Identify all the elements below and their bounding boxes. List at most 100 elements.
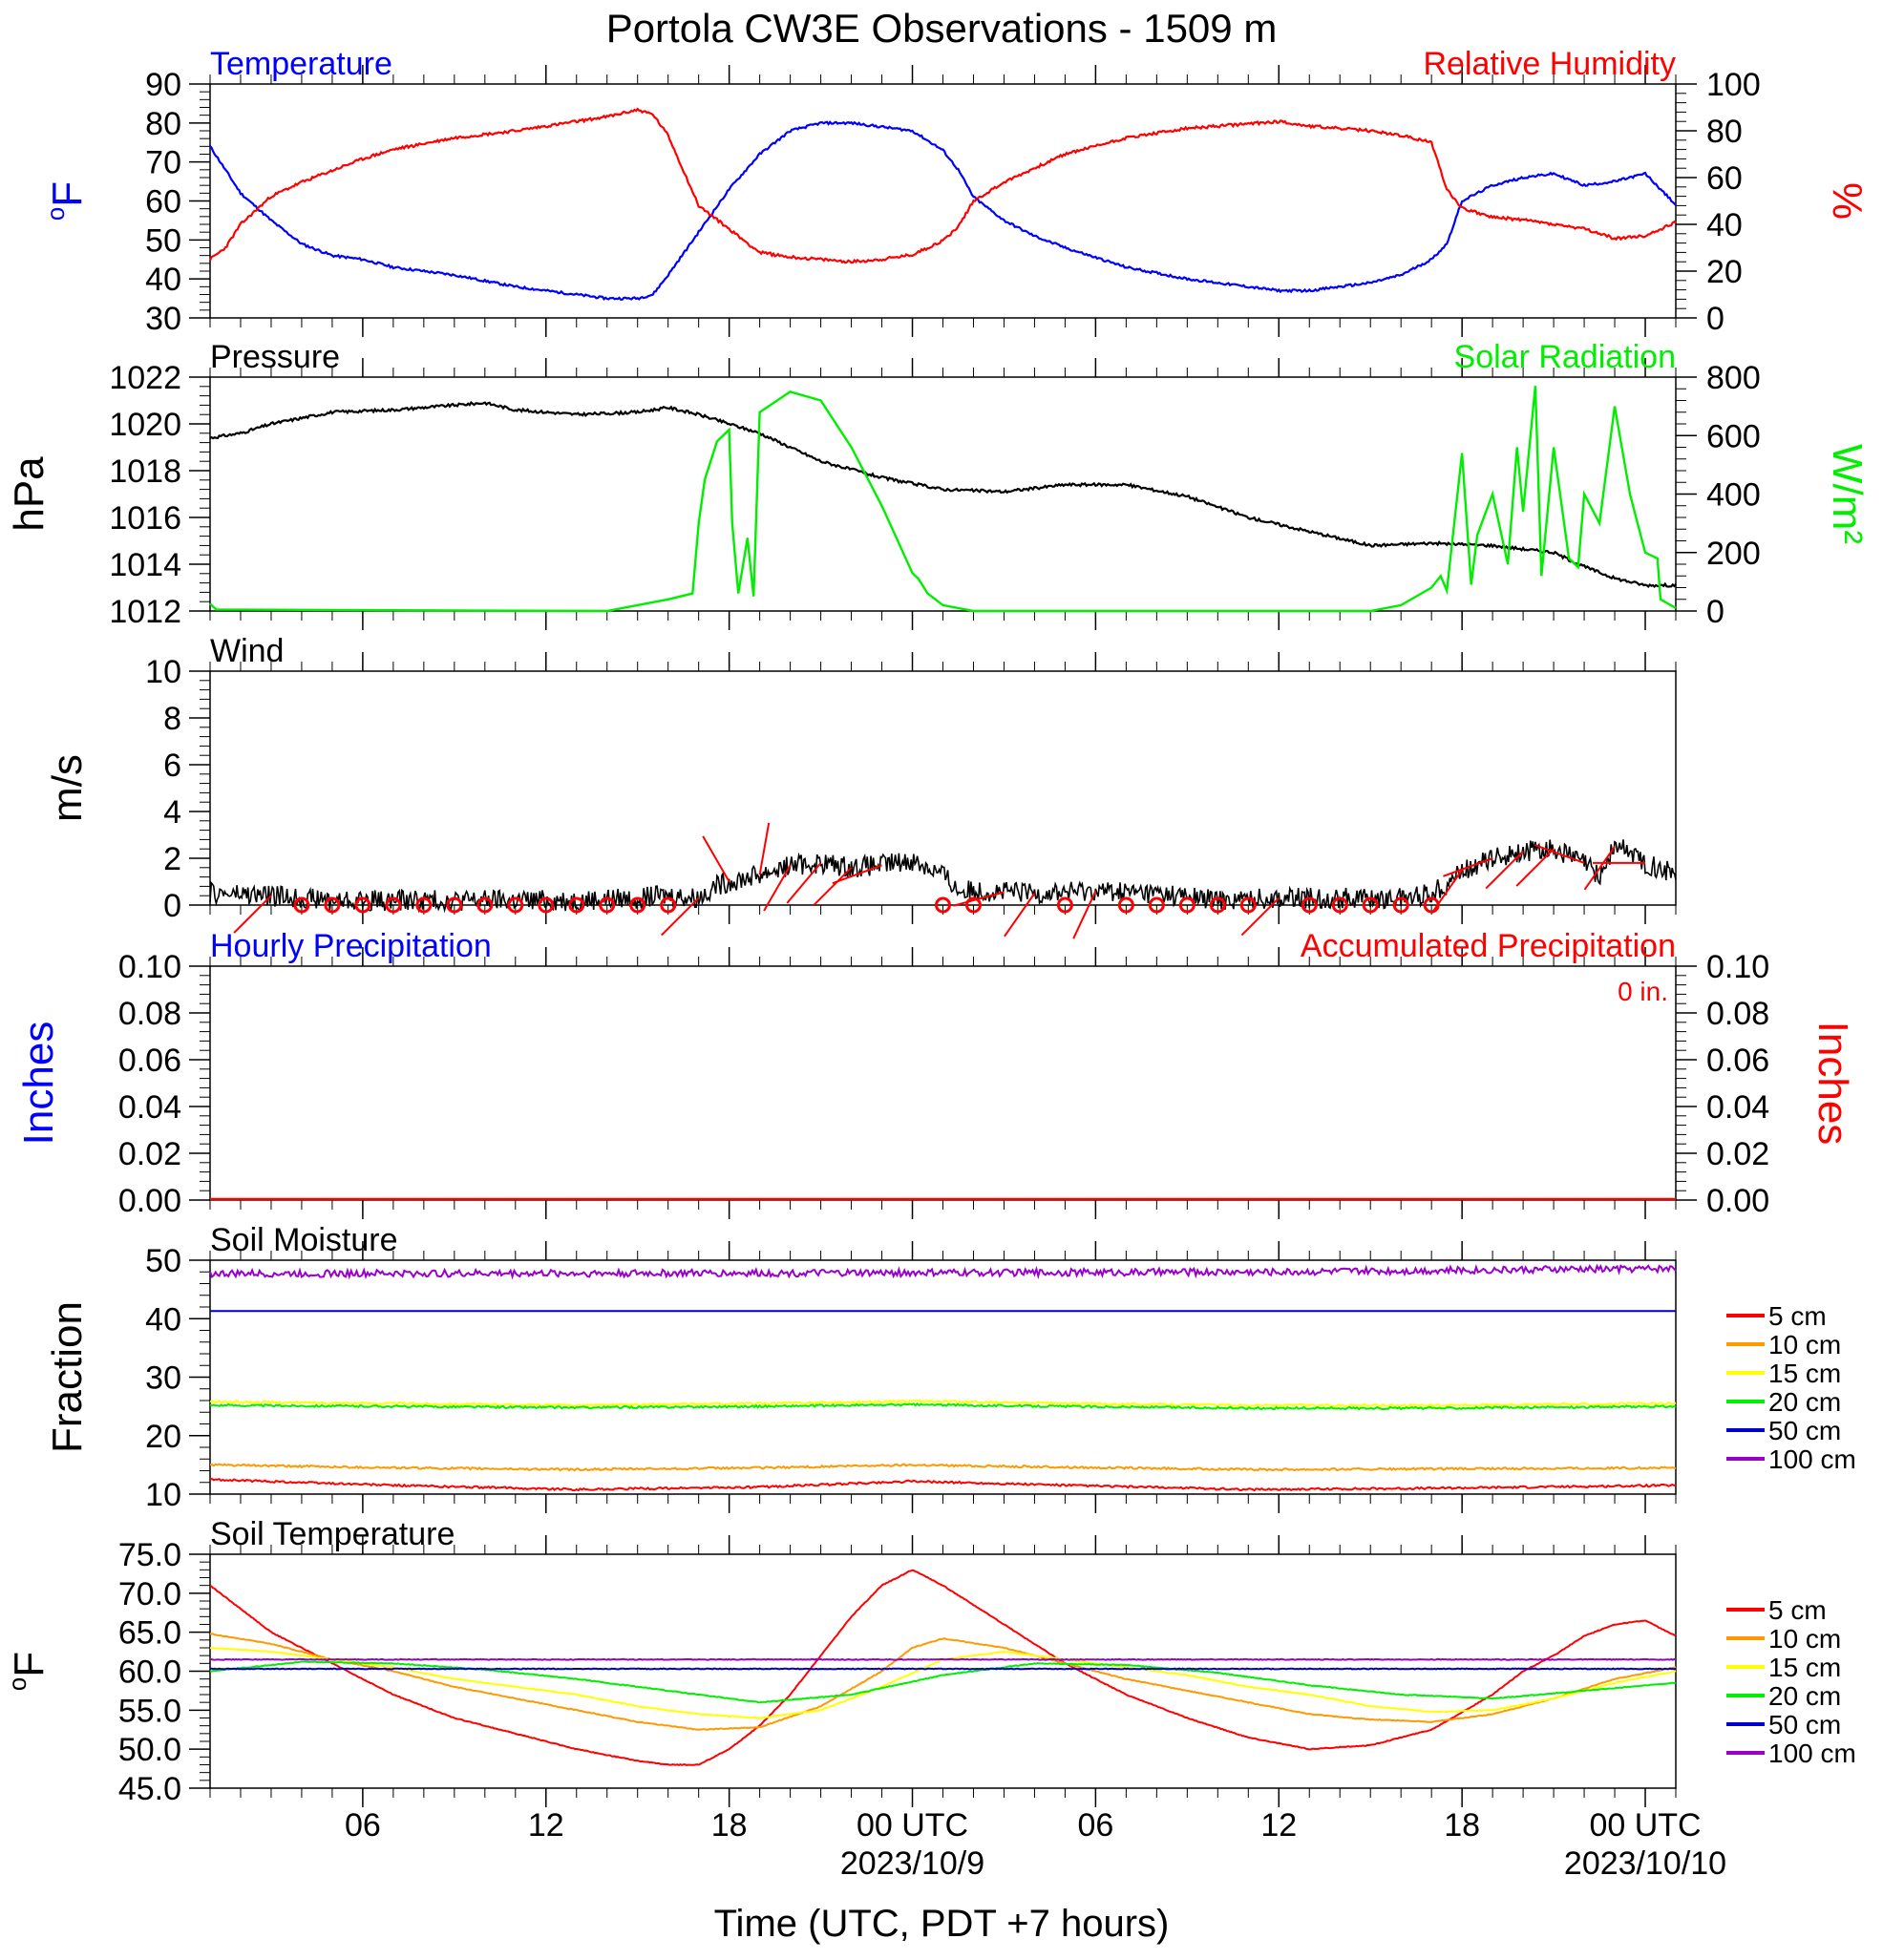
solar-line: [209, 386, 1677, 613]
wind-barb: [1443, 857, 1493, 877]
y-tick-label: 0.06: [1706, 1043, 1769, 1079]
y-tick-label: 45.0: [118, 1771, 181, 1807]
y-axis-label: oF: [3, 1652, 53, 1691]
y-tick-label: 2: [163, 841, 181, 877]
legend-label: 20 cm: [1768, 1681, 1841, 1711]
y-tick-label: 1022: [109, 360, 181, 396]
calm-wind-marker: [1362, 896, 1379, 914]
wind-barb: [1072, 890, 1097, 939]
soil-moisture-line: [209, 1463, 1677, 1472]
y-tick-label: 0: [163, 888, 181, 924]
calm-wind-marker: [660, 896, 677, 914]
x-tick-label: 12: [528, 1807, 564, 1844]
calm-wind-marker: [538, 896, 555, 914]
y-tick-label: 50: [145, 1243, 181, 1279]
calm-wind-marker: [324, 896, 341, 914]
y-tick-label: 0: [1706, 594, 1724, 630]
y-tick-label: 0.08: [118, 996, 181, 1032]
wind-barb: [233, 895, 272, 934]
y-tick-label: 1018: [109, 453, 181, 490]
y-tick-label: 0.08: [1706, 996, 1769, 1032]
x-tick-label: 00 UTC: [857, 1807, 968, 1844]
y-tick-label: 80: [1706, 114, 1743, 150]
calm-wind-marker: [1301, 896, 1318, 914]
wind-barb: [763, 864, 792, 912]
calm-wind-marker: [1331, 896, 1348, 914]
calm-wind-marker: [1392, 896, 1409, 914]
x-tick-label: 18: [711, 1807, 748, 1844]
y-tick-label: 0.00: [1706, 1183, 1769, 1219]
y-tick-label: 400: [1706, 477, 1761, 514]
humidity-title: Relative Humidity: [1423, 46, 1676, 82]
soil-moisture-line: [209, 1477, 1677, 1492]
y-tick-label: 55.0: [118, 1693, 181, 1729]
y-tick-label: 40: [1706, 207, 1743, 243]
y-tick-label: 75.0: [118, 1537, 181, 1573]
y-tick-label: 65.0: [118, 1615, 181, 1652]
y-tick-label: 600: [1706, 418, 1761, 454]
calm-wind-marker: [446, 896, 463, 914]
x-tick-label: 06: [1077, 1807, 1113, 1844]
y-tick-label: 40: [145, 1301, 181, 1338]
wind-barb: [1004, 893, 1036, 938]
legend-label: 15 cm: [1768, 1359, 1841, 1388]
y-tick-label: 4: [163, 794, 181, 831]
y-tick-label: 60.0: [118, 1654, 181, 1691]
y-tick-label: 800: [1706, 360, 1761, 396]
wind-barb: [832, 864, 882, 885]
wind-barb: [786, 862, 822, 904]
y-tick-label: 1012: [109, 594, 181, 630]
calm-wind-marker: [293, 896, 310, 914]
y-tick-label: 0.00: [118, 1183, 181, 1219]
wind-barb: [1430, 869, 1463, 914]
calm-wind-marker: [507, 896, 524, 914]
calm-wind-marker: [415, 896, 433, 914]
y-tick-label: 0.02: [118, 1136, 181, 1172]
calm-wind-marker: [1056, 896, 1073, 914]
x-date-label: 2023/10/10: [1564, 1845, 1726, 1882]
calm-wind-marker: [1239, 896, 1257, 914]
y-tick-label: 0.10: [1706, 949, 1769, 985]
y-tick-label: 20: [145, 1419, 181, 1455]
legend-label: 5 cm: [1768, 1595, 1827, 1625]
y-tick-label: 6: [163, 748, 181, 784]
soil-moisture-line: [209, 1399, 1677, 1408]
y-tick-label: 10: [145, 654, 181, 690]
x-tick-label: 12: [1260, 1807, 1297, 1844]
solar-title: Solar Radiation: [1454, 339, 1676, 375]
wind-barb: [1583, 846, 1616, 891]
wind-barb: [758, 822, 771, 875]
wind-panel: 0 2 4 6 8 10 Wind m/s: [44, 633, 1677, 939]
y-tick-label: 70.0: [118, 1576, 181, 1612]
legend-label: 5 cm: [1768, 1301, 1827, 1331]
x-date-label: 2023/10/9: [840, 1845, 984, 1882]
humidity-line: [208, 107, 1677, 264]
x-axis-label: Time (UTC, PDT +7 hours): [714, 1903, 1170, 1945]
wind-barb: [1240, 896, 1280, 937]
soil-moisture-line: [209, 1402, 1677, 1411]
y-tick-label: 100: [1706, 67, 1761, 103]
calm-wind-marker: [385, 896, 402, 914]
y-tick-label: 40: [145, 262, 181, 298]
soil-temperature-line: [209, 1660, 1677, 1704]
wind-barb: [1515, 848, 1555, 887]
accum-precip-total: 0 in.: [1618, 977, 1668, 1006]
y-tick-label: 50.0: [118, 1732, 181, 1768]
calm-wind-marker: [1117, 896, 1134, 914]
y-tick-label: 70: [145, 145, 181, 181]
calm-wind-marker: [476, 896, 494, 914]
soil-temperature-line: [209, 1657, 1677, 1661]
soil-temperature-line: [209, 1569, 1677, 1767]
legend-label: 10 cm: [1768, 1330, 1841, 1359]
y-tick-label: 8: [163, 701, 181, 737]
wind-barb: [813, 867, 853, 906]
y-tick-label: 60: [145, 184, 181, 221]
calm-wind-marker: [1209, 896, 1226, 914]
y-tick-label: 20: [1706, 254, 1743, 290]
temperature-line: [209, 120, 1677, 302]
y-tick-label: 30: [145, 301, 181, 337]
y-tick-label: 0.04: [118, 1089, 181, 1126]
pressure_solar-panel: 1012 1014 1016 1018 1020 1022 0 200 400 600 800 Pre…: [6, 339, 1871, 630]
